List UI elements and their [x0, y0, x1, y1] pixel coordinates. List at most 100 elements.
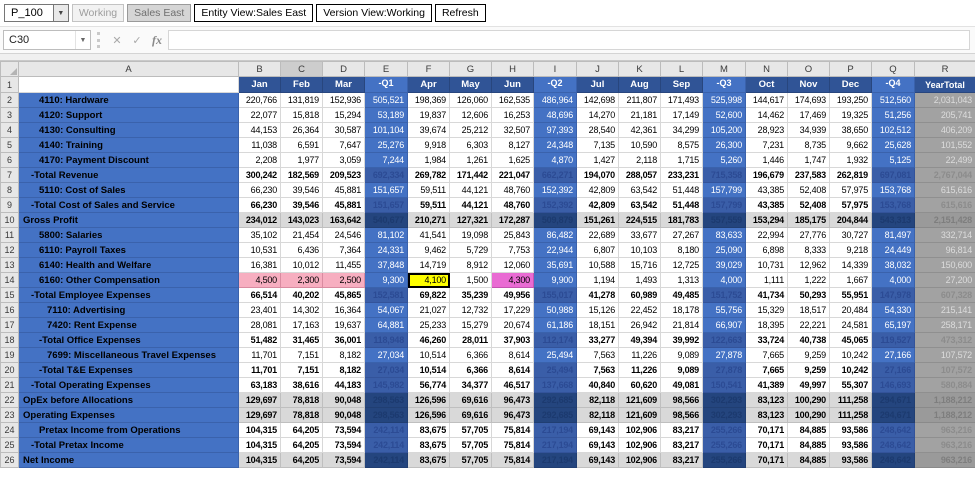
cell[interactable]: 543,313 [871, 212, 915, 228]
cell[interactable]: 9,089 [660, 347, 703, 363]
cell[interactable]: 1,111 [745, 272, 788, 288]
cell[interactable]: 2,031,043 [914, 92, 975, 108]
cell[interactable]: 2,300 [280, 272, 323, 288]
cell[interactable]: 7,563 [576, 362, 619, 378]
cell[interactable]: 28,923 [745, 122, 788, 138]
cell[interactable]: 33,277 [576, 332, 619, 348]
cell[interactable]: 93,586 [829, 452, 872, 468]
cell[interactable]: 153,768 [871, 197, 915, 213]
cell[interactable]: 59,511 [407, 197, 450, 213]
column-header-h[interactable]: H [491, 61, 534, 77]
cell[interactable]: 9,089 [660, 362, 703, 378]
cell[interactable]: 122,663 [702, 332, 746, 348]
row-header-10[interactable]: 10 [0, 212, 19, 228]
cell[interactable]: 1,667 [829, 272, 872, 288]
cell[interactable]: 39,029 [702, 257, 746, 273]
cell[interactable]: 48,760 [491, 182, 534, 198]
cell[interactable]: 7,753 [491, 242, 534, 258]
row-header-18[interactable]: 18 [0, 332, 19, 348]
cell[interactable]: 12,060 [491, 257, 534, 273]
cell[interactable]: 44,153 [238, 122, 281, 138]
cell[interactable]: 209,523 [322, 167, 365, 183]
cell[interactable]: 1,500 [449, 272, 492, 288]
cell[interactable]: 6,591 [280, 137, 323, 153]
row-label[interactable]: -Total Employee Expenses [18, 287, 239, 303]
cell[interactable]: 525,998 [702, 92, 746, 108]
cell[interactable]: 15,329 [745, 302, 788, 318]
cell[interactable]: 40,202 [280, 287, 323, 303]
cell[interactable]: 54,067 [364, 302, 408, 318]
cell[interactable]: 83,675 [407, 422, 450, 438]
cell[interactable]: 41,734 [745, 287, 788, 303]
cell[interactable]: 107,572 [914, 362, 975, 378]
cell[interactable]: 6,898 [745, 242, 788, 258]
row-label[interactable]: 7110: Advertising [18, 302, 239, 318]
cell[interactable]: 163,642 [322, 212, 365, 228]
cell[interactable]: 73,594 [322, 422, 365, 438]
cell[interactable]: 22,077 [238, 107, 281, 123]
cell[interactable]: 30,587 [322, 122, 365, 138]
cell[interactable]: 57,705 [449, 437, 492, 453]
cell[interactable]: 25,843 [491, 227, 534, 243]
select-all-corner[interactable] [0, 61, 19, 77]
cell[interactable]: 298,563 [364, 407, 408, 423]
cell[interactable]: 150,600 [914, 257, 975, 273]
cell[interactable]: 64,205 [280, 452, 323, 468]
cell[interactable]: 294,671 [871, 392, 915, 408]
cell[interactable]: 10,514 [407, 362, 450, 378]
cell[interactable]: 171,442 [449, 167, 492, 183]
cell[interactable]: 144,617 [745, 92, 788, 108]
cell[interactable]: 11,455 [322, 257, 365, 273]
row-header-11[interactable]: 11 [0, 227, 19, 243]
row-header-16[interactable]: 16 [0, 302, 19, 318]
cell[interactable]: 1,747 [787, 152, 830, 168]
row-label[interactable]: OpEx before Allocations [18, 392, 239, 408]
cell[interactable]: 198,369 [407, 92, 450, 108]
cell[interactable]: 10,103 [618, 242, 661, 258]
row-header-13[interactable]: 13 [0, 257, 19, 273]
cell[interactable]: 83,217 [660, 452, 703, 468]
row-label[interactable]: -Total Office Expenses [18, 332, 239, 348]
cell[interactable]: 96,814 [914, 242, 975, 258]
cell[interactable]: 137,668 [533, 377, 577, 393]
resize-handle[interactable] [97, 32, 102, 48]
cell[interactable]: 69,143 [576, 437, 619, 453]
cell[interactable]: 111,258 [829, 392, 872, 408]
cell[interactable]: 18,517 [787, 302, 830, 318]
cell[interactable]: 215,141 [914, 302, 975, 318]
cell[interactable]: 185,175 [787, 212, 830, 228]
row-label[interactable]: 4120: Support [18, 107, 239, 123]
cell[interactable]: 49,997 [787, 377, 830, 393]
cell[interactable]: 151,752 [702, 287, 746, 303]
cell[interactable]: 64,205 [280, 422, 323, 438]
cell[interactable]: 50,988 [533, 302, 577, 318]
cell[interactable]: 27,878 [702, 347, 746, 363]
column-header-b[interactable]: B [238, 61, 281, 77]
cell[interactable]: 288,057 [618, 167, 661, 183]
cell[interactable]: 52,600 [702, 107, 746, 123]
cell[interactable]: 27,034 [364, 362, 408, 378]
cell[interactable]: 210,271 [407, 212, 450, 228]
cell[interactable]: 292,685 [533, 392, 577, 408]
row-header-15[interactable]: 15 [0, 287, 19, 303]
cell[interactable]: 57,705 [449, 422, 492, 438]
cell[interactable]: 205,741 [914, 107, 975, 123]
cell[interactable]: 224,515 [618, 212, 661, 228]
row-label[interactable]: 7420: Rent Expense [18, 317, 239, 333]
cell[interactable]: 93,586 [829, 437, 872, 453]
cell[interactable]: 34,299 [660, 122, 703, 138]
cell[interactable]: 84,885 [787, 452, 830, 468]
cell[interactable]: 1,715 [660, 152, 703, 168]
cell[interactable]: 24,348 [533, 137, 577, 153]
cell[interactable]: 43,385 [745, 182, 788, 198]
cell[interactable]: 157,799 [702, 197, 746, 213]
row-header-12[interactable]: 12 [0, 242, 19, 258]
cell[interactable]: 8,182 [322, 362, 365, 378]
cell[interactable]: 45,865 [322, 287, 365, 303]
cell[interactable]: 44,183 [322, 377, 365, 393]
cell[interactable]: 963,216 [914, 452, 975, 468]
column-header-n[interactable]: N [745, 61, 788, 77]
cell[interactable]: 10,588 [576, 257, 619, 273]
row-label[interactable]: 6140: Health and Welfare [18, 257, 239, 273]
period-header-apr[interactable]: Apr [407, 76, 450, 93]
